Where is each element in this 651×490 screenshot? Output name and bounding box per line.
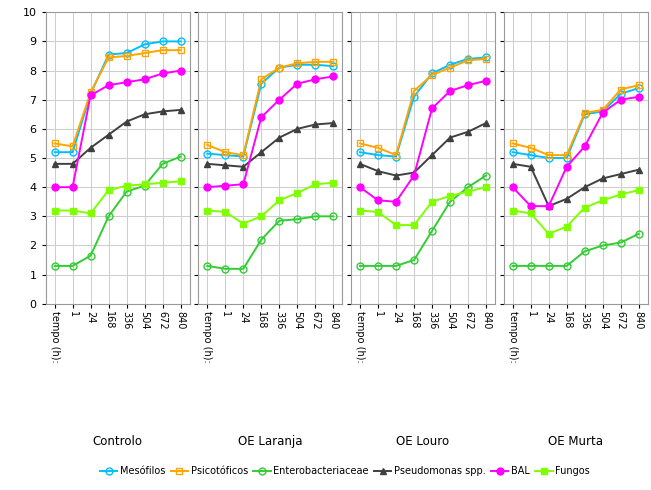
Legend: Mesófilos, Psicotóficos, Enterobacteriaceae, Pseudomonas spp., BAL, Fungos: Mesófilos, Psicotóficos, Enterobacteriac…: [96, 463, 594, 480]
X-axis label: OE Louro: OE Louro: [396, 435, 450, 448]
X-axis label: OE Murta: OE Murta: [548, 435, 603, 448]
X-axis label: Controlo: Controlo: [92, 435, 143, 448]
X-axis label: OE Laranja: OE Laranja: [238, 435, 303, 448]
